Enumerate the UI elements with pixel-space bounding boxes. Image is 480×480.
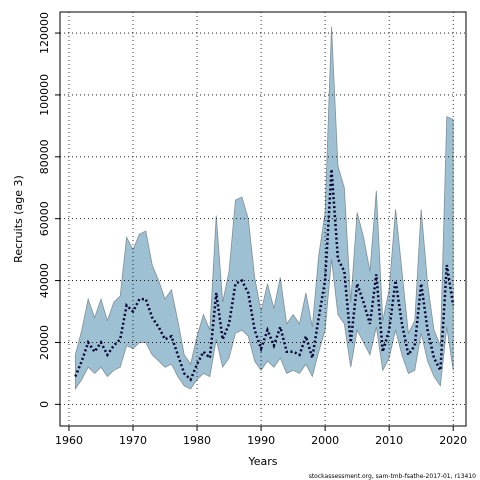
y-tick-label: 20000 [38, 325, 51, 360]
y-tick-label: 40000 [38, 263, 51, 298]
x-tick-label: 1980 [183, 434, 211, 447]
x-tick-label: 2000 [311, 434, 339, 447]
median-line [74, 169, 455, 382]
x-tick-label: 2020 [439, 434, 467, 447]
footnote: stockassessment.org, sam-tmb-fsathe-2017… [309, 473, 476, 480]
y-tick-label: 100000 [38, 74, 51, 116]
x-tick-label: 1960 [55, 434, 83, 447]
x-tick-label: 1990 [247, 434, 275, 447]
x-tick-label: 1970 [119, 434, 147, 447]
y-tick-label: 80000 [38, 139, 51, 174]
x-axis-label: Years [247, 455, 277, 468]
confidence-band [74, 26, 454, 391]
plot-frame [59, 11, 467, 427]
x-tick-label: 2010 [375, 434, 403, 447]
y-tick-label: 60000 [38, 201, 51, 236]
y-tick-label: 120000 [38, 12, 51, 54]
y-axis-label: Recruits (age 3) [12, 175, 25, 263]
y-tick-label: 0 [38, 401, 51, 408]
